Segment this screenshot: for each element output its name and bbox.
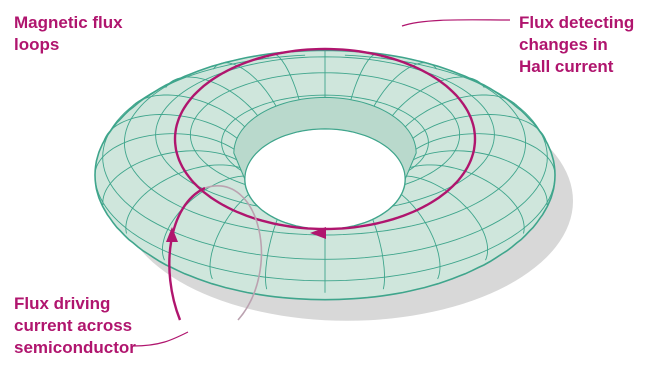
title-line-2: loops (14, 35, 60, 54)
meridian-line (437, 266, 441, 280)
callout-driving-line-1: Flux driving (14, 294, 111, 313)
arrowhead-icon (310, 227, 326, 239)
leader-driving (132, 331, 189, 347)
parallel-line (155, 56, 495, 214)
parallel-line (123, 49, 527, 236)
callout-driving-flux: Flux driving current across semiconducto… (14, 293, 136, 359)
meridian-line (209, 266, 213, 280)
leader-hall (401, 19, 511, 27)
callout-hall-flux: Flux detecting changes in Hall current (519, 12, 634, 78)
flux-loops (166, 47, 477, 321)
title-line-1: Magnetic flux (14, 13, 123, 32)
hole-opening (244, 128, 406, 230)
meridian-line (265, 277, 268, 290)
arrowhead-icon (166, 227, 178, 242)
parallel-line (102, 54, 548, 260)
driving-flux-loop-hidden (204, 185, 263, 321)
hall-flux-loop (173, 47, 477, 231)
meridian-line (382, 277, 385, 290)
meridian-line (125, 227, 127, 234)
meridian-line (485, 249, 489, 261)
meridian-line (161, 249, 165, 261)
callout-hall-line-3: Hall current (519, 57, 614, 76)
callout-hall-line-1: Flux detecting (519, 13, 635, 32)
torus-hole (233, 96, 417, 230)
callout-hall-line-2: changes in (519, 35, 608, 54)
callout-leaders (132, 19, 511, 347)
hole-inner-wall (233, 96, 417, 180)
parallel-line (94, 179, 556, 282)
callout-driving-line-2: current across (14, 316, 133, 335)
diagram-title: Magnetic flux loops (14, 12, 123, 56)
callout-driving-line-3: semiconductor (14, 338, 136, 357)
meridian-line (523, 227, 525, 234)
